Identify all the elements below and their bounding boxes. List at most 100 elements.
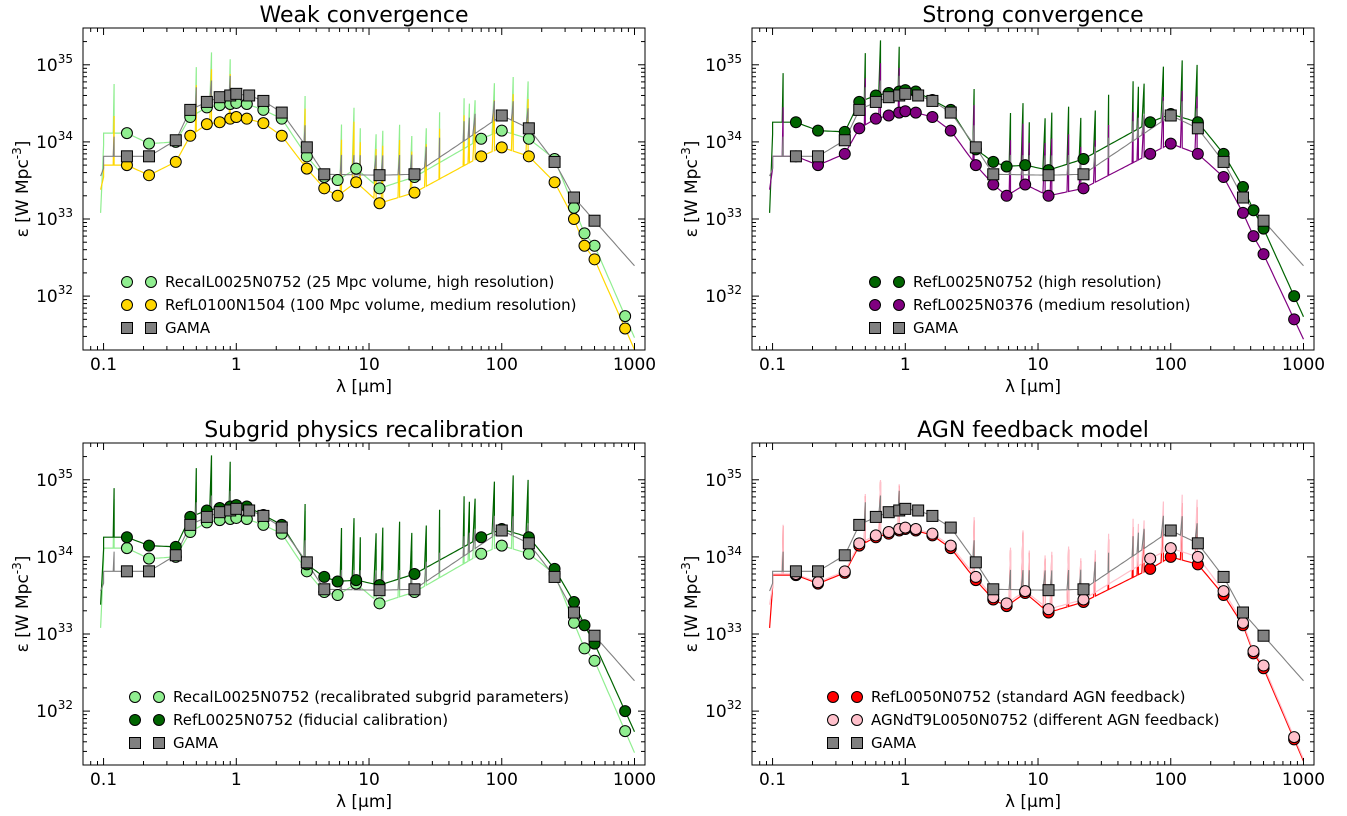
y-axis-label: ε [W Mpc-3] bbox=[10, 556, 33, 653]
data-point-square bbox=[944, 106, 957, 119]
model-curve bbox=[769, 75, 1304, 267]
data-point-circle bbox=[318, 570, 331, 583]
x-axis-label: λ [μm] bbox=[336, 377, 392, 397]
legend-marker-circle bbox=[145, 299, 157, 311]
ticks bbox=[82, 27, 645, 351]
data-point-square bbox=[838, 549, 851, 562]
data-point-circle bbox=[1217, 585, 1230, 598]
legend-marker-circle bbox=[129, 691, 141, 703]
data-point-square bbox=[567, 191, 580, 204]
data-point-circle bbox=[1019, 159, 1032, 172]
data-point-circle bbox=[838, 565, 851, 578]
data-point-square bbox=[1217, 570, 1230, 583]
ticks bbox=[82, 442, 645, 766]
legend-marker-circle bbox=[121, 276, 133, 288]
panel-title: Strong convergence bbox=[922, 3, 1143, 28]
data-point-circle bbox=[1144, 562, 1157, 575]
plot-frame bbox=[751, 27, 1315, 351]
x-tick-label: 1 bbox=[231, 770, 242, 790]
x-tick-label: 0.1 bbox=[90, 770, 117, 790]
data-point-square bbox=[567, 606, 580, 619]
legend: RecalL0025N0752 (25 Mpc volume, high res… bbox=[121, 273, 577, 337]
data-point-circle bbox=[318, 182, 331, 195]
data-point-square bbox=[548, 155, 561, 168]
y-tick-base: 10 bbox=[36, 702, 58, 722]
y-tick-label: 1032 bbox=[705, 698, 742, 722]
y-tick-label: 1033 bbox=[36, 621, 73, 645]
data-point-circle bbox=[869, 112, 882, 125]
data-point-square bbox=[969, 141, 982, 154]
data-point-circle bbox=[1144, 147, 1157, 160]
data-point-square bbox=[1257, 629, 1270, 642]
legend-marker-square bbox=[153, 737, 165, 749]
y-tick-label: 1032 bbox=[36, 698, 73, 722]
y-tick-base: 10 bbox=[705, 548, 727, 568]
data-point-square bbox=[853, 518, 866, 531]
y-axis-label-sup: -3 bbox=[679, 147, 693, 159]
y-axis-label-main: ε [W Mpc bbox=[682, 159, 702, 237]
data-point-square bbox=[169, 549, 182, 562]
data-point-square bbox=[882, 506, 895, 519]
data-point-circle bbox=[838, 147, 851, 160]
data-point-circle bbox=[522, 150, 535, 163]
data-point-circle bbox=[926, 527, 939, 540]
data-point-square bbox=[522, 122, 535, 135]
y-tick-exponent: 34 bbox=[58, 544, 73, 558]
data-point-circle bbox=[578, 239, 591, 252]
y-tick-label: 1034 bbox=[705, 129, 742, 153]
y-tick-exponent: 35 bbox=[727, 467, 742, 481]
legend-label: RefL0025N0752 (fiducial calibration) bbox=[173, 711, 448, 729]
legend-marker-circle bbox=[121, 299, 133, 311]
data-point-square bbox=[1191, 537, 1204, 550]
x-axis-label: λ [μm] bbox=[1005, 377, 1061, 397]
data-point-circle bbox=[275, 129, 288, 142]
data-point-square bbox=[300, 141, 313, 154]
y-tick-exponent: 35 bbox=[58, 467, 73, 481]
y-tick-base: 10 bbox=[705, 210, 727, 230]
y-tick-label: 1032 bbox=[705, 283, 742, 307]
data-point-circle bbox=[1164, 137, 1177, 150]
y-axis-label-close: ] bbox=[13, 141, 33, 148]
data-point-circle bbox=[230, 111, 243, 124]
legend-marker-circle bbox=[827, 691, 839, 703]
data-point-square bbox=[1217, 155, 1230, 168]
y-axis-label-main: ε [W Mpc bbox=[13, 159, 33, 237]
y-tick-base: 10 bbox=[36, 548, 58, 568]
legend-marker-square bbox=[893, 322, 905, 334]
y-tick-exponent: 32 bbox=[727, 283, 742, 297]
data-point-circle bbox=[184, 129, 197, 142]
data-point-circle bbox=[853, 122, 866, 135]
data-point-square bbox=[408, 583, 421, 596]
legend-marker-circle bbox=[893, 299, 905, 311]
y-tick-exponent: 34 bbox=[727, 544, 742, 558]
x-tick-label: 1000 bbox=[613, 770, 656, 790]
data-point-circle bbox=[567, 212, 580, 225]
data-point-circle bbox=[882, 109, 895, 122]
legend-label: GAMA bbox=[871, 734, 917, 752]
data-point-square bbox=[318, 168, 331, 181]
data-point-circle bbox=[1217, 171, 1230, 184]
data-point-circle bbox=[475, 531, 488, 544]
data-point-square bbox=[899, 87, 912, 100]
model-curve bbox=[100, 490, 635, 682]
y-tick-exponent: 32 bbox=[58, 698, 73, 712]
y-tick-base: 10 bbox=[705, 133, 727, 153]
data-point-circle bbox=[495, 539, 508, 552]
data-point-circle bbox=[1144, 552, 1157, 565]
x-tick-label: 1000 bbox=[1282, 770, 1325, 790]
data-point-circle bbox=[969, 159, 982, 172]
model-curve bbox=[100, 52, 636, 338]
data-point-circle bbox=[257, 117, 270, 130]
data-point-circle bbox=[588, 654, 601, 667]
data-point-circle bbox=[495, 141, 508, 154]
data-point-circle bbox=[987, 155, 1000, 168]
legend-marker-square bbox=[827, 737, 839, 749]
x-tick-label: 1 bbox=[900, 770, 911, 790]
y-tick-label: 1033 bbox=[705, 206, 742, 230]
legend-marker-square bbox=[869, 322, 881, 334]
panel-3: Subgrid physics recalibration 0.1 1 10 100 10… bbox=[10, 418, 656, 812]
data-point-circle bbox=[987, 178, 1000, 191]
data-point-square bbox=[869, 510, 882, 523]
